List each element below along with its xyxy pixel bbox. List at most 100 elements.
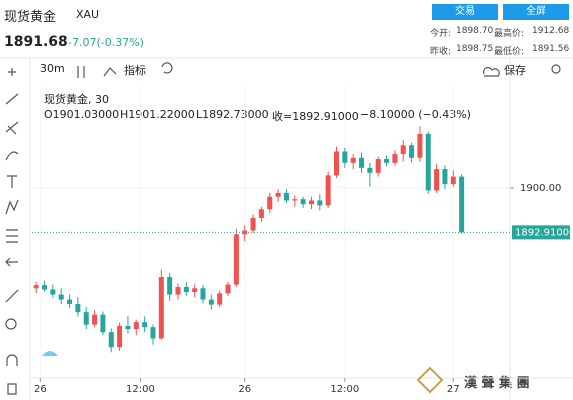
magnet-icon[interactable] (6, 354, 18, 366)
y-tick-label: 1900.00 (520, 183, 561, 194)
candle-body (359, 157, 365, 168)
candle-body (67, 299, 73, 304)
last-price: 1891.68 (4, 34, 68, 50)
candle-body (325, 175, 331, 206)
candle-body (92, 314, 98, 325)
pattern-icon[interactable] (5, 199, 19, 215)
stat-label: 最低价: (494, 47, 525, 57)
candle-body (367, 167, 373, 173)
stat-value: 1912.68 (532, 26, 570, 36)
candle-body (217, 293, 223, 305)
candle-body (409, 145, 415, 158)
indicator-icon[interactable] (103, 67, 117, 77)
instrument-name: 现货黄金 (4, 10, 57, 25)
candle-body (50, 289, 56, 295)
candle-body (233, 234, 239, 285)
lock-icon[interactable] (7, 383, 17, 395)
candle-body (267, 196, 273, 210)
settings-icon[interactable] (551, 64, 561, 74)
candle-body (167, 276, 173, 295)
candle-body (58, 294, 64, 300)
instrument-symbol: XAU (76, 8, 100, 21)
price-change: -7.07(-0.37%) (68, 36, 144, 49)
x-tick-label: 12:00 (126, 384, 155, 395)
measure-icon[interactable] (6, 229, 18, 243)
candle-body (308, 200, 314, 205)
candle-body (258, 209, 264, 219)
candle-body (375, 159, 381, 173)
x-tick-label: 12:00 (330, 384, 359, 395)
chart-type-icon[interactable] (77, 66, 85, 78)
candle-body (42, 285, 48, 290)
stat-label: 最高价: (494, 29, 525, 39)
candle-body (117, 325, 123, 348)
candle-body (392, 154, 398, 163)
watermark-logo (416, 366, 444, 394)
x-tick-label: 27 (447, 384, 460, 395)
candle-body (100, 314, 106, 333)
logo-icon (42, 351, 58, 356)
candle-body (33, 285, 39, 289)
legend-high: H1901.22000 (120, 108, 195, 121)
candle-body (283, 192, 289, 201)
x-tick-label: 26 (238, 384, 251, 395)
candle-body (150, 327, 156, 339)
interval-button[interactable]: 30m (40, 62, 65, 75)
candle-body (108, 332, 114, 348)
candle-body (300, 199, 306, 205)
toolbar-icons (5, 62, 561, 395)
legend-title: 现货黄金, 30 (44, 93, 109, 106)
candle-body (142, 322, 148, 328)
crosshair-icon[interactable] (8, 68, 16, 76)
candle-body (75, 303, 81, 313)
candle-body (242, 230, 248, 235)
candle-body (417, 133, 423, 158)
candle-body (425, 133, 431, 191)
candle-body (133, 322, 139, 330)
legend-open: O1901.03000 (44, 108, 120, 121)
stat-label: 昨收: (430, 47, 452, 57)
candle-body (183, 287, 189, 293)
ruler-icon[interactable] (5, 289, 19, 303)
zoom-icon[interactable] (5, 318, 17, 330)
stat-label: 今开: (430, 29, 452, 39)
indicators-button[interactable]: 指标 (124, 64, 146, 77)
candle-body (158, 276, 164, 339)
candle-body (208, 299, 214, 305)
candle-body (450, 176, 456, 185)
legend-close: 收=1892.91000 (272, 110, 359, 123)
candle-body (200, 288, 206, 300)
candle-body (333, 151, 339, 176)
legend-low: L1892.73000 (196, 108, 269, 121)
candle-body (175, 287, 181, 295)
candle-body (250, 218, 256, 231)
fib-tool-icon[interactable] (5, 121, 19, 135)
line-tool-icon[interactable] (5, 93, 19, 105)
candle-body (400, 145, 406, 155)
back-icon[interactable] (5, 257, 18, 267)
text-icon[interactable] (7, 175, 17, 188)
trade-button[interactable]: 交易 (432, 4, 498, 20)
stat-value: 1898.70 (456, 26, 494, 36)
last-price-label: 1892.91000 (515, 227, 573, 238)
legend-change: −8.10000 (−0.43%) (360, 108, 471, 121)
candle-body (292, 199, 298, 201)
undo-icon[interactable] (161, 62, 173, 74)
candle-body (192, 288, 198, 293)
candle-body (350, 157, 356, 163)
brush-icon[interactable] (5, 151, 19, 161)
fullscreen-button[interactable]: 全屏 (503, 4, 569, 20)
candle-body (225, 284, 231, 294)
candle-body (83, 312, 89, 325)
candle-body (125, 325, 131, 330)
x-tick-label: 26 (34, 384, 47, 395)
candle-body (459, 176, 465, 233)
candle-body (275, 192, 281, 197)
candle-body (317, 200, 323, 206)
cloud-icon[interactable] (482, 66, 500, 77)
candle-body (384, 159, 390, 163)
candle-body (342, 151, 348, 163)
stat-value: 1891.56 (532, 44, 570, 54)
